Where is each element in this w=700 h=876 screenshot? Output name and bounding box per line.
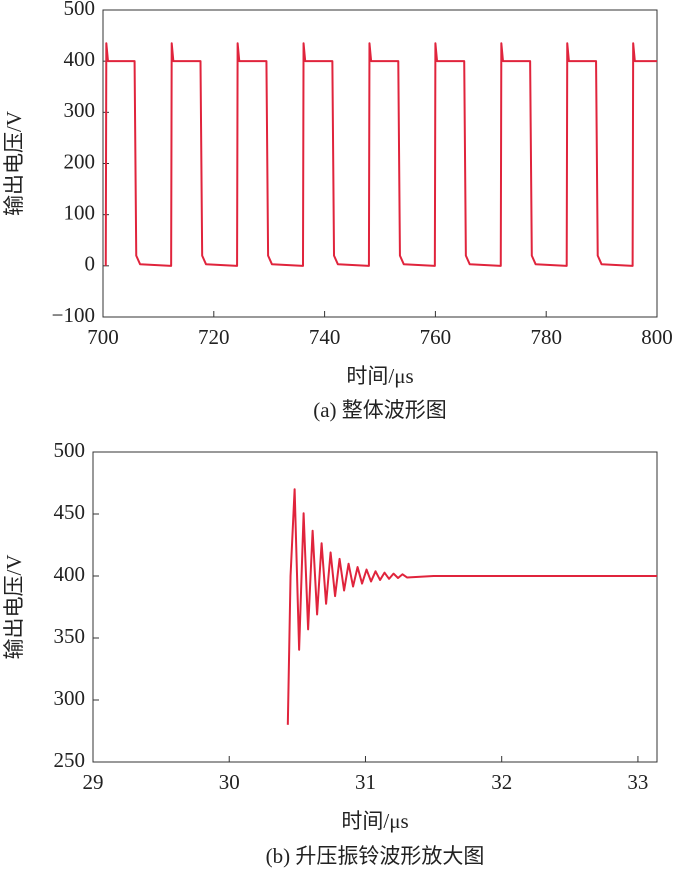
x-tick-label: 700 — [87, 325, 119, 349]
y-tick-label: 500 — [64, 0, 96, 20]
x-tick-label: 32 — [491, 770, 512, 794]
x-tick-label: 33 — [627, 770, 648, 794]
x-tick-label: 30 — [219, 770, 240, 794]
y-axis-title: 输出电压/V — [2, 111, 26, 216]
caption: (b) 升压振铃波形放大图 — [266, 844, 485, 868]
waveform — [104, 42, 657, 267]
y-tick-label: −100 — [52, 303, 95, 327]
y-tick-label: 400 — [54, 562, 86, 586]
y-tick-label: 400 — [64, 47, 96, 71]
x-axis-title: 时间/μs — [341, 809, 408, 833]
y-tick-label: 450 — [54, 500, 86, 524]
y-axis-title: 输出电压/V — [2, 555, 26, 660]
x-axis-title: 时间/μs — [346, 364, 413, 388]
x-tick-label: 720 — [198, 325, 230, 349]
caption: (a) 整体波形图 — [313, 398, 447, 422]
x-tick-label: 31 — [355, 770, 376, 794]
waveform — [286, 488, 657, 725]
x-tick-label: 760 — [420, 325, 452, 349]
x-tick-label: 800 — [641, 325, 673, 349]
y-tick-label: 500 — [54, 438, 86, 462]
y-tick-label: 350 — [54, 624, 86, 648]
y-tick-label: 250 — [54, 748, 86, 772]
x-tick-label: 740 — [309, 325, 341, 349]
y-tick-label: 300 — [64, 98, 96, 122]
x-tick-label: 780 — [530, 325, 562, 349]
y-tick-label: 100 — [64, 200, 96, 224]
plot-frame — [92, 451, 658, 763]
x-tick-label: 29 — [83, 770, 104, 794]
y-tick-label: 0 — [85, 252, 96, 276]
y-tick-label: 300 — [54, 686, 86, 710]
y-tick-label: 200 — [64, 149, 96, 173]
plot-frame — [102, 9, 658, 318]
